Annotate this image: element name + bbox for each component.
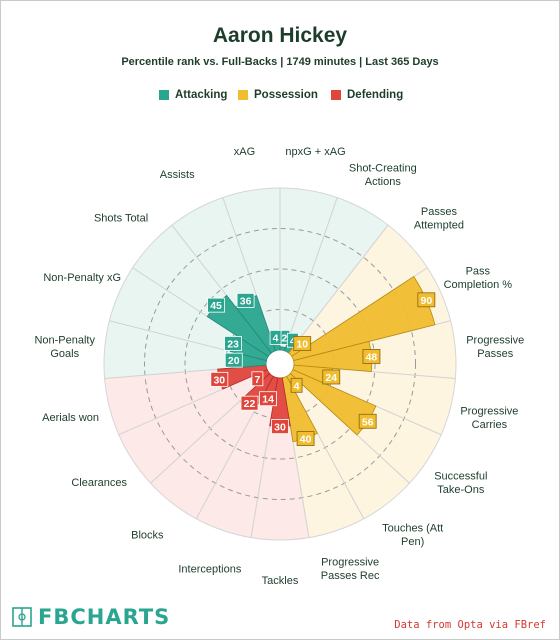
category-label-progressive-passes-rec: Progressive Passes Rec bbox=[321, 557, 380, 583]
category-label-progressive-passes: Progressive Passes bbox=[466, 334, 524, 360]
data-source: Data from Opta via FBref bbox=[394, 619, 546, 631]
sector-bg-shot-creating-actions bbox=[284, 197, 389, 353]
legend: Attacking Possession Defending bbox=[0, 88, 560, 102]
grid-ring-75 bbox=[144, 228, 416, 500]
grid-spoke bbox=[284, 197, 338, 351]
grid-spoke bbox=[288, 224, 389, 354]
legend-swatch-attacking bbox=[159, 90, 169, 100]
legend-label-defending: Defending bbox=[347, 89, 404, 101]
svg-text:24: 24 bbox=[325, 372, 337, 384]
category-label-shot-creating-actions: Shot-Creating Actions bbox=[349, 162, 417, 188]
category-label-xag: xAG bbox=[234, 146, 255, 158]
category-label-npxg-xag: npxG + xAG bbox=[285, 146, 345, 158]
legend-swatch-defending bbox=[331, 90, 341, 100]
category-label-interceptions: Interceptions bbox=[178, 563, 241, 575]
category-label-tackles: Tackles bbox=[262, 575, 299, 587]
value-label-progressive-passes-rec: 40 bbox=[296, 431, 315, 446]
value-label-successful-take-ons: 56 bbox=[358, 413, 377, 429]
brand-text: FBCHARTS bbox=[38, 605, 171, 629]
grid-ring-50 bbox=[184, 268, 376, 460]
value-label-xag: 4 bbox=[269, 329, 282, 345]
svg-text:4: 4 bbox=[294, 380, 300, 392]
value-label-pass-completion: 90 bbox=[417, 292, 436, 308]
value-label-touches-att-pen: 4 bbox=[290, 377, 303, 393]
legend-swatch-possession bbox=[238, 90, 248, 100]
chart-subtitle: Percentile rank vs. Full-Backs | 1749 mi… bbox=[121, 56, 439, 68]
value-label-passes-attempted: 10 bbox=[293, 336, 312, 351]
value-label-shots-total: 45 bbox=[207, 297, 225, 313]
category-label-non-penalty-xg: Non-Penalty xG bbox=[43, 272, 121, 284]
category-label-touches-att-pen: Touches (Att Pen) bbox=[382, 523, 443, 549]
svg-text:30: 30 bbox=[274, 422, 286, 434]
category-label-assists: Assists bbox=[160, 169, 195, 181]
svg-text:20: 20 bbox=[228, 355, 240, 367]
value-label-assists: 36 bbox=[236, 292, 255, 308]
value-label-progressive-passes: 48 bbox=[362, 349, 381, 364]
value-label-blocks: 22 bbox=[240, 395, 259, 411]
svg-text:56: 56 bbox=[362, 416, 374, 428]
sector-bg-passes-attempted bbox=[288, 225, 428, 357]
svg-text:14: 14 bbox=[262, 394, 274, 406]
svg-text:30: 30 bbox=[213, 374, 225, 386]
legend-label-possession: Possession bbox=[254, 89, 318, 101]
value-label-interceptions: 14 bbox=[259, 391, 277, 407]
svg-text:40: 40 bbox=[300, 434, 312, 446]
sector-bg-npxg-xag bbox=[280, 188, 338, 351]
category-label-clearances: Clearances bbox=[71, 477, 127, 489]
fbcharts-mark-icon bbox=[12, 607, 32, 627]
category-label-successful-take-ons: Successful Take-Ons bbox=[434, 470, 487, 496]
svg-text:22: 22 bbox=[244, 398, 256, 410]
svg-text:90: 90 bbox=[420, 295, 432, 307]
svg-text:48: 48 bbox=[366, 351, 378, 363]
legend-label-attacking: Attacking bbox=[175, 89, 228, 101]
value-label-aerials-won: 30 bbox=[210, 371, 229, 387]
sector-bg-xag bbox=[222, 188, 280, 351]
category-label-passes-attempted: Passes Attempted bbox=[414, 206, 464, 232]
category-label-progressive-carries: Progressive Carries bbox=[460, 405, 518, 431]
svg-text:36: 36 bbox=[240, 295, 252, 307]
bar-pass-completion bbox=[291, 276, 436, 362]
value-label-progressive-carries: 24 bbox=[322, 369, 341, 385]
svg-text:7: 7 bbox=[254, 374, 260, 386]
svg-text:4: 4 bbox=[290, 335, 296, 347]
chart-title: Aaron Hickey bbox=[212, 24, 348, 47]
category-label-shots-total: Shots Total bbox=[94, 213, 148, 225]
svg-text:10: 10 bbox=[296, 339, 308, 351]
value-label-clearances: 7 bbox=[251, 371, 264, 387]
category-label-pass-completion: Pass Completion % bbox=[444, 265, 513, 291]
svg-text:2: 2 bbox=[282, 332, 288, 344]
category-labels: npxG + xAG Shot-Creating Actions Passes Atte… bbox=[34, 146, 524, 587]
svg-text:23: 23 bbox=[227, 338, 239, 350]
value-label-tackles: 30 bbox=[271, 419, 289, 435]
value-label-non-penalty-xg: 23 bbox=[224, 336, 242, 351]
svg-text:4: 4 bbox=[273, 332, 279, 344]
category-label-aerials-won: Aerials won bbox=[42, 412, 99, 424]
category-label-non-penalty-goals: Non-Penalty Goals bbox=[34, 334, 95, 360]
sector-bg-clearances bbox=[118, 369, 270, 484]
svg-text:45: 45 bbox=[210, 300, 222, 312]
category-label-blocks: Blocks bbox=[131, 529, 164, 541]
sector-bg-touches-att-pen bbox=[286, 373, 410, 519]
value-label-non-penalty-goals: 20 bbox=[224, 352, 243, 368]
